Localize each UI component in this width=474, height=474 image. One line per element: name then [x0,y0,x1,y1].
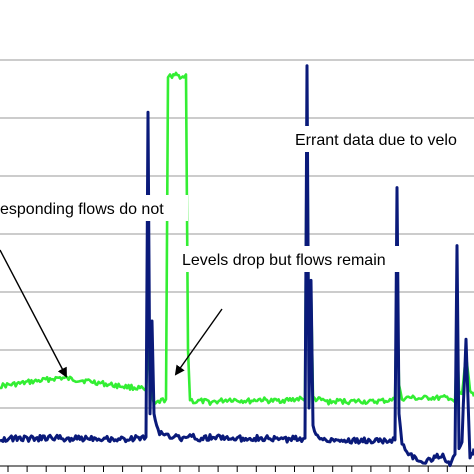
x-axis [0,465,474,472]
gridlines [0,59,474,409]
series-line-flow [0,64,474,468]
annotation-levels-drop: Levels drop but flows remain [182,252,386,269]
arrow-levels-drop [174,308,223,376]
annotation-levels-bg [176,246,416,272]
series-line-level [0,71,474,406]
annotation-responding-bg [0,195,188,221]
annotation-errant-bg [286,126,474,152]
annotation-arrows [0,249,223,378]
annotation-errant-data: Errant data due to velo [295,132,457,149]
series-group [0,64,474,468]
arrow-responding-flows [0,249,67,378]
annotation-responding-flows: esponding flows do not [0,201,164,218]
